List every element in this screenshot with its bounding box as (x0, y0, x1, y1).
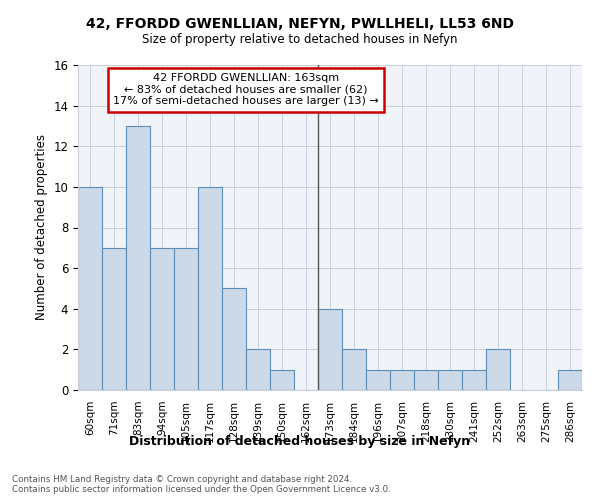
Bar (390, 370, 414, 390)
Bar (270, 370, 294, 390)
Bar (78, 187, 102, 390)
Text: Size of property relative to detached houses in Nefyn: Size of property relative to detached ho… (142, 32, 458, 46)
Bar (102, 248, 126, 390)
Text: 42 FFORDD GWENLLIAN: 163sqm
← 83% of detached houses are smaller (62)
17% of sem: 42 FFORDD GWENLLIAN: 163sqm ← 83% of det… (113, 73, 379, 106)
Bar (318, 308, 342, 390)
Bar (366, 370, 390, 390)
Bar (462, 370, 486, 390)
Bar (414, 370, 438, 390)
Text: 42, FFORDD GWENLLIAN, NEFYN, PWLLHELI, LL53 6ND: 42, FFORDD GWENLLIAN, NEFYN, PWLLHELI, L… (86, 18, 514, 32)
Y-axis label: Number of detached properties: Number of detached properties (35, 134, 48, 320)
Bar (150, 248, 174, 390)
Bar (342, 350, 366, 390)
Bar (438, 370, 462, 390)
Text: Contains HM Land Registry data © Crown copyright and database right 2024.
Contai: Contains HM Land Registry data © Crown c… (12, 475, 391, 494)
Bar (246, 350, 270, 390)
Bar (486, 350, 510, 390)
Bar (174, 248, 198, 390)
Text: Distribution of detached houses by size in Nefyn: Distribution of detached houses by size … (130, 435, 470, 448)
Bar (222, 288, 246, 390)
Bar (558, 370, 582, 390)
Bar (126, 126, 150, 390)
Bar (198, 187, 222, 390)
